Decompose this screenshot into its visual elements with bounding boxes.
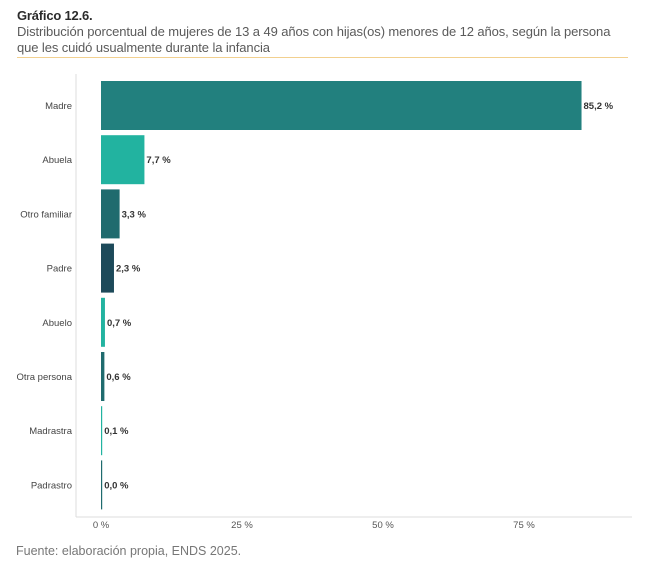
bar-otro-familiar: [101, 189, 120, 239]
category-label-otra-persona: Otra persona: [17, 372, 73, 383]
bar-otra-persona: [101, 352, 105, 401]
bar-padrastro: [101, 460, 103, 510]
bars-group: [101, 81, 582, 510]
category-label-abuelo: Abuelo: [42, 318, 72, 329]
source-note: Fuente: elaboración propia, ENDS 2025.: [16, 544, 242, 558]
category-label-padre: Padre: [47, 264, 72, 275]
plot-frame: [75, 74, 632, 518]
bar-abuelo: [101, 297, 105, 347]
x-tick-label-25: 25 %: [231, 520, 253, 531]
x-tick-label-50: 50 %: [372, 520, 394, 531]
category-label-padrastro: Padrastro: [31, 480, 72, 491]
value-label-abuelo: 0,7 %: [107, 318, 132, 329]
bar-madrastra: [101, 406, 103, 456]
x-tick-label-0: 0 %: [93, 520, 110, 531]
x-tick-label-75: 75 %: [513, 520, 535, 531]
chart-subtitle: Distribución porcentual de mujeres de 13…: [17, 24, 611, 55]
category-label-madre: Madre: [45, 101, 72, 112]
value-labels: 85,2 % 7,7 % 3,3 % 2,3 % 0,7 % 0,6 % 0,1 % 0,0 …: [104, 101, 613, 491]
category-label-madrastra: Madrastra: [29, 426, 72, 437]
category-labels: Madre Abuela Otro familiar Padre Abuelo Otra …: [17, 101, 73, 491]
x-tick-labels: 0 % 25 % 50 % 75 %: [93, 520, 536, 531]
value-label-otra-persona: 0,6 %: [106, 372, 131, 383]
bar-madre: [101, 81, 582, 130]
title-divider: [17, 57, 628, 58]
chart-title: Gráfico 12.6.: [17, 8, 93, 23]
value-label-madrastra: 0,1 %: [104, 426, 129, 437]
value-label-padrastro: 0,0 %: [104, 480, 129, 491]
bar-padre: [101, 243, 114, 293]
bar-abuela: [101, 135, 145, 185]
value-label-madre: 85,2 %: [584, 101, 614, 112]
value-label-abuela: 7,7 %: [146, 155, 171, 166]
category-label-abuela: Abuela: [42, 155, 72, 166]
value-label-padre: 2,3 %: [116, 264, 141, 275]
value-label-otro-familiar: 3,3 %: [122, 209, 147, 220]
category-label-otro-familiar: Otro familiar: [20, 209, 72, 220]
